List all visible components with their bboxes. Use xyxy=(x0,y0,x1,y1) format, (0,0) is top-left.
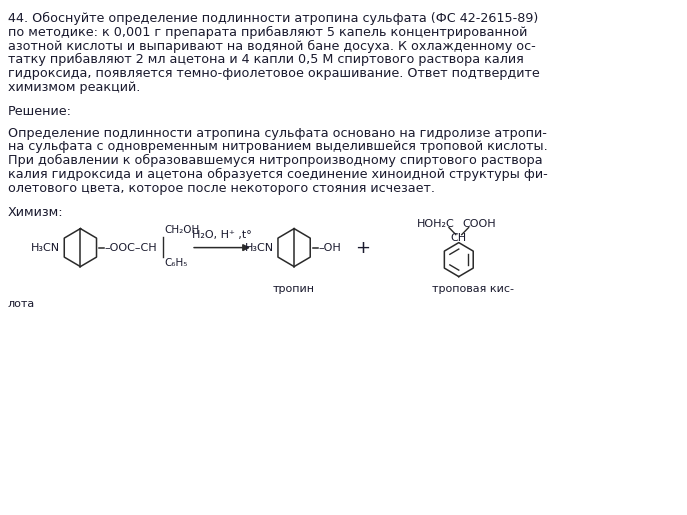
Text: При добавлении к образовавшемуся нитропроизводному спиртового раствора: При добавлении к образовавшемуся нитропр… xyxy=(8,154,543,167)
Text: CH: CH xyxy=(451,233,467,243)
Text: H₃CN: H₃CN xyxy=(245,243,273,252)
Text: химизмом реакций.: химизмом реакций. xyxy=(8,81,140,94)
Text: –OOC–CH: –OOC–CH xyxy=(105,243,157,252)
Text: H₂O, H⁺ ,t°: H₂O, H⁺ ,t° xyxy=(192,230,252,239)
Text: CH₂OH: CH₂OH xyxy=(165,225,200,235)
Text: тропин: тропин xyxy=(273,284,315,294)
Text: H₃CN: H₃CN xyxy=(31,243,60,252)
Text: Химизм:: Химизм: xyxy=(8,205,63,218)
Text: лота: лота xyxy=(8,299,35,310)
Text: HOH₂C: HOH₂C xyxy=(417,218,455,229)
Text: 44. Обоснуйте определение подлинности атропина сульфата (ФС 42-2615-89): 44. Обоснуйте определение подлинности ат… xyxy=(8,12,538,25)
Text: татку прибавляют 2 мл ацетона и 4 капли 0,5 М спиртового раствора калия: татку прибавляют 2 мл ацетона и 4 капли … xyxy=(8,54,523,66)
Text: C₆H₅: C₆H₅ xyxy=(165,258,188,268)
Text: COOH: COOH xyxy=(463,218,496,229)
Text: Решение:: Решение: xyxy=(8,105,72,118)
Text: троповая кис-: троповая кис- xyxy=(433,284,515,294)
Text: калия гидроксида и ацетона образуется соединение хиноидной структуры фи-: калия гидроксида и ацетона образуется со… xyxy=(8,168,548,181)
Text: олетового цвета, которое после некоторого стояния исчезает.: олетового цвета, которое после некоторог… xyxy=(8,182,435,195)
Text: гидроксида, появляется темно-фиолетовое окрашивание. Ответ подтвердите: гидроксида, появляется темно-фиолетовое … xyxy=(8,67,539,80)
Text: по методике: к 0,001 г препарата прибавляют 5 капель концентрированной: по методике: к 0,001 г препарата прибавл… xyxy=(8,26,527,39)
Text: на сульфата с одновременным нитрованием выделившейся троповой кислоты.: на сульфата с одновременным нитрованием … xyxy=(8,141,548,153)
Text: +: + xyxy=(355,238,370,256)
Text: азотной кислоты и выпаривают на водяной бане досуха. К охлажденному ос-: азотной кислоты и выпаривают на водяной … xyxy=(8,40,536,53)
Text: –OH: –OH xyxy=(319,243,341,252)
Text: Определение подлинности атропина сульфата основано на гидролизе атропи-: Определение подлинности атропина сульфат… xyxy=(8,127,547,140)
